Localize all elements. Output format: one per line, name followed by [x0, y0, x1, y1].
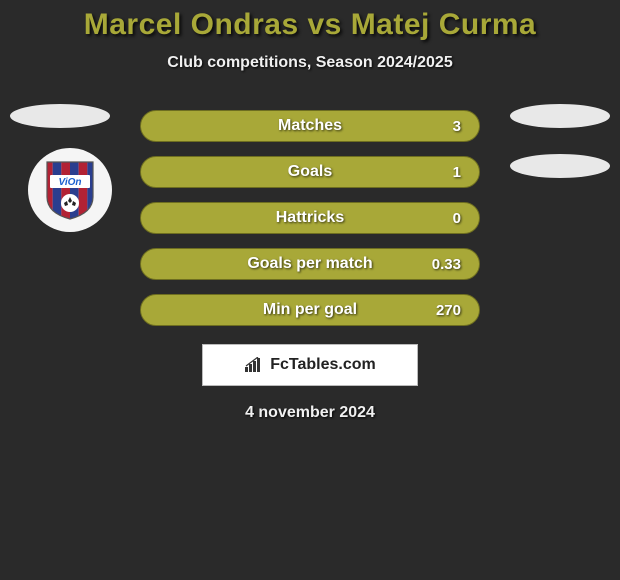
player-left-placeholder: [10, 104, 110, 128]
stat-value: 1: [453, 164, 461, 181]
brand-text: FcTables.com: [270, 356, 376, 374]
stat-row: Matches 3: [140, 110, 480, 142]
stat-value: 270: [436, 302, 461, 319]
stat-rows: Matches 3 Goals 1 Hattricks 0 Goals per …: [140, 110, 480, 326]
subtitle: Club competitions, Season 2024/2025: [0, 54, 620, 72]
stat-label: Min per goal: [263, 301, 357, 319]
page-title: Marcel Ondras vs Matej Curma: [0, 8, 620, 42]
comparison-card: Marcel Ondras vs Matej Curma Club compet…: [0, 0, 620, 422]
svg-text:ViOn: ViOn: [59, 177, 82, 188]
stat-value: 0.33: [432, 256, 461, 273]
shield-icon: ViOn: [44, 159, 96, 221]
stat-label: Goals: [288, 163, 332, 181]
stat-row: Goals per match 0.33: [140, 248, 480, 280]
player-right-placeholder-2: [510, 154, 610, 178]
club-logo: ViOn: [28, 148, 112, 232]
stat-label: Hattricks: [276, 209, 344, 227]
stat-row: Goals 1: [140, 156, 480, 188]
player-right-placeholder-1: [510, 104, 610, 128]
stat-row: Hattricks 0: [140, 202, 480, 234]
stat-value: 0: [453, 210, 461, 227]
stat-label: Goals per match: [247, 255, 372, 273]
stat-row: Min per goal 270: [140, 294, 480, 326]
chart-icon: [244, 357, 264, 373]
stat-value: 3: [453, 118, 461, 135]
brand-box[interactable]: FcTables.com: [202, 344, 418, 386]
stat-label: Matches: [278, 117, 342, 135]
date-text: 4 november 2024: [0, 404, 620, 422]
stats-area: ViOn Matches 3 Goals 1 H: [0, 110, 620, 422]
